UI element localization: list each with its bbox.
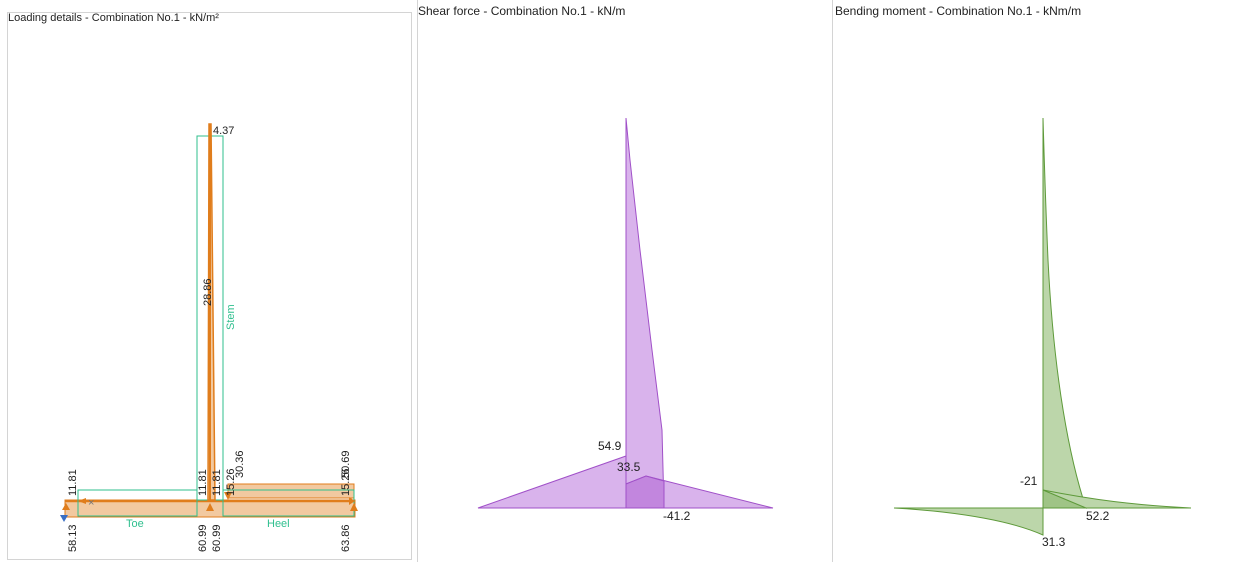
value-stem-base-top: 11.81 — [211, 469, 223, 496]
arrow-stem-up — [206, 503, 214, 511]
moment-diagram: -21 52.2 31.3 — [893, 117, 1192, 549]
value-toe-left-bottom: 58.13 — [67, 524, 79, 552]
shear-label-stem-base: 33.5 — [617, 460, 641, 474]
arrow-heel-down — [224, 492, 232, 500]
shear-stem-area — [625, 117, 665, 509]
shear-title: Shear force - Combination No.1 - kN/m — [418, 4, 626, 18]
value-heel-right-bottom: 63.86 — [340, 524, 352, 552]
toe-label: Toe — [126, 518, 144, 530]
moment-label-stem-base: -21 — [1020, 474, 1038, 488]
arrow-toe-right — [78, 498, 86, 504]
shear-diagram: 54.9 33.5 -41.2 — [477, 117, 774, 523]
arrow-heel-up — [350, 503, 358, 511]
value-heel-left-b: 30.36 — [234, 450, 246, 478]
value-stem-side: 28.86 — [202, 278, 214, 306]
moment-toe-area — [893, 507, 1044, 536]
shear-toe-area — [477, 455, 627, 509]
shear-frame — [417, 0, 833, 562]
moment-panel: Bending moment - Combination No.1 - kNm/… — [834, 0, 1248, 562]
heel-label: Heel — [267, 518, 290, 530]
heel-soil-block — [227, 483, 355, 499]
loading-frame — [7, 12, 412, 560]
value-toe-left-top: 11.81 — [67, 469, 79, 496]
loading-panel: Loading details - Combination No.1 - kN/… — [0, 0, 416, 562]
value-stem-base-bottom: 60.99 — [211, 524, 223, 552]
loading-title: Loading details - Combination No.1 - kN/… — [8, 12, 219, 24]
moment-label-heel: 52.2 — [1086, 509, 1110, 523]
value-toe-right-bottom: 60.99 — [197, 524, 209, 552]
loading-diagram: × Stem Toe Heel 4.37 28.86 11.81 11.81 1… — [60, 123, 358, 552]
value-toe-right-top: 11.81 — [197, 469, 209, 496]
value-heel-right-a: 15.26 — [340, 468, 352, 496]
shear-label-heel: -41.2 — [663, 509, 691, 523]
value-top-stem: 4.37 — [213, 125, 234, 137]
moment-label-toe: 31.3 — [1042, 535, 1066, 549]
x-marker: × — [88, 497, 94, 509]
moment-title: Bending moment - Combination No.1 - kNm/… — [835, 4, 1082, 18]
shear-panel: Shear force - Combination No.1 - kN/m 54… — [416, 0, 834, 562]
arrow-heel-right — [349, 497, 355, 505]
toe-outline — [77, 489, 198, 517]
shear-label-toe: 54.9 — [598, 439, 622, 453]
arrow-reaction — [60, 515, 68, 522]
arrow-toe-up — [62, 503, 70, 510]
moment-stem-area — [1042, 117, 1087, 509]
shear-overlap — [625, 475, 665, 509]
value-heel-right-b: 50.69 — [340, 450, 352, 478]
stem-label: Stem — [225, 304, 237, 330]
value-heel-left-a: 15.26 — [225, 468, 237, 496]
